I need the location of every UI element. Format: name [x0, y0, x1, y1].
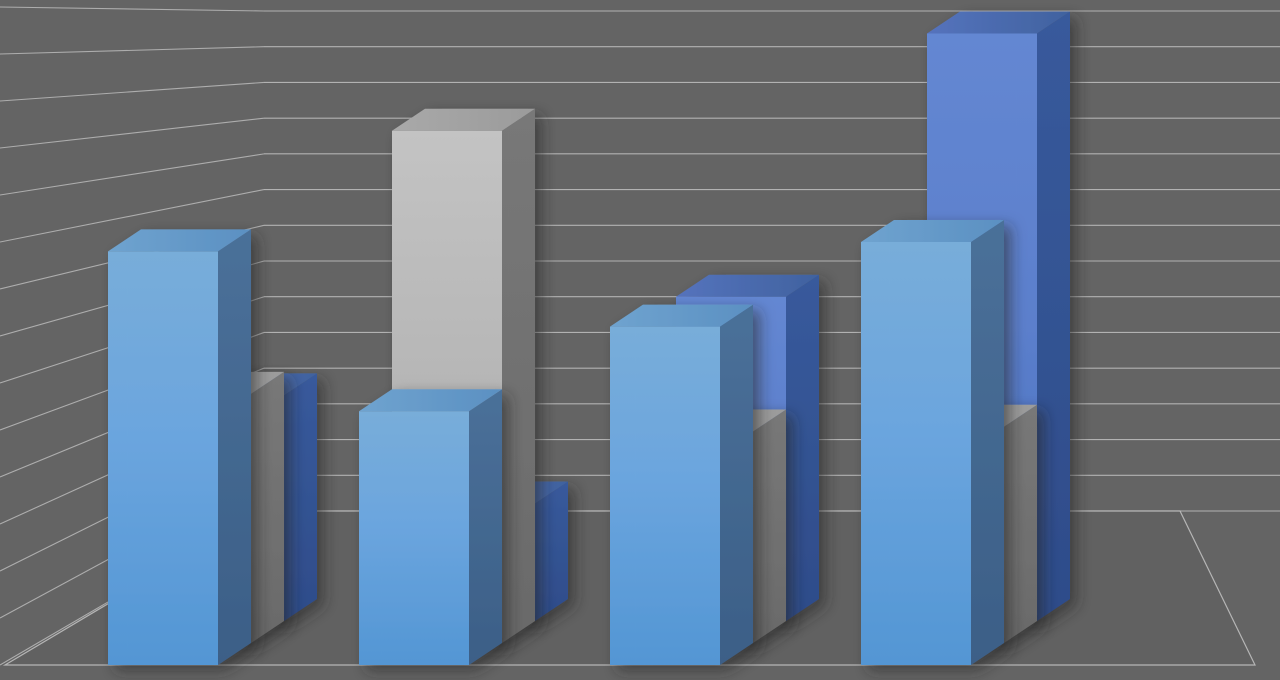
bar-top-face [108, 229, 251, 252]
bar-front-face [359, 411, 469, 665]
bar-front-face [861, 242, 971, 665]
bar-side-face [1004, 404, 1037, 643]
gridline-depth [0, 6, 265, 12]
bar-top-face [676, 274, 819, 297]
gridline-depth [0, 81, 265, 102]
bar-top-face [392, 108, 535, 131]
bar-side-face [971, 220, 1004, 665]
bar-side-face [218, 229, 251, 665]
bar-side-face [502, 108, 535, 643]
bar-side-face [535, 481, 568, 621]
bar-front-face [108, 251, 218, 665]
bar-side-face [284, 373, 317, 621]
bar-3d[interactable] [108, 229, 251, 665]
bar-3d[interactable] [861, 220, 1004, 665]
bar-side-face [469, 389, 502, 665]
bar-side-face [753, 409, 786, 643]
bar-3d[interactable] [610, 304, 753, 665]
gridline-depth [0, 189, 265, 243]
bar-top-face [359, 389, 502, 412]
bar-front-face [610, 326, 720, 665]
gridline-depth [0, 46, 265, 55]
bar-side-face [1037, 11, 1070, 621]
gridline-depth [0, 153, 265, 196]
bar-3d[interactable] [359, 389, 502, 665]
bars-layer [108, 11, 1070, 665]
gridline-depth [0, 117, 265, 149]
bar-top-face [861, 220, 1004, 242]
bar-top-face [610, 304, 753, 327]
bar-side-face [786, 274, 819, 621]
bar-top-face [927, 11, 1070, 34]
bar-side-face [720, 304, 753, 665]
bar-side-face [251, 371, 284, 643]
